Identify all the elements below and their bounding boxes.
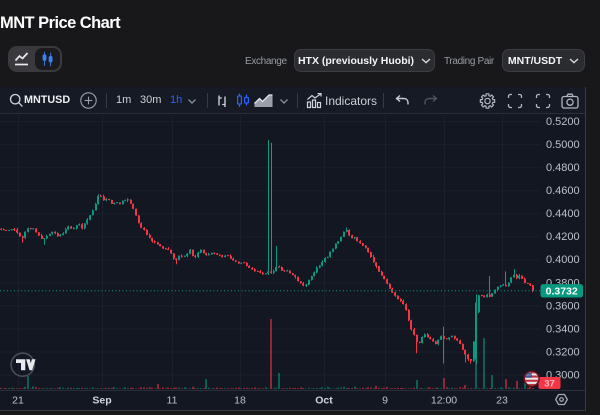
svg-text:0.4400: 0.4400 xyxy=(546,208,580,220)
svg-text:0.3732: 0.3732 xyxy=(546,285,578,297)
svg-text:0.4200: 0.4200 xyxy=(546,231,580,243)
svg-text:0.4800: 0.4800 xyxy=(546,162,580,174)
svg-text:0.5200: 0.5200 xyxy=(546,116,580,128)
svg-text:11: 11 xyxy=(167,395,178,407)
svg-text:0.5000: 0.5000 xyxy=(546,139,580,151)
svg-text:Sep: Sep xyxy=(92,395,111,407)
svg-text:0.3200: 0.3200 xyxy=(546,346,580,358)
svg-text:9: 9 xyxy=(382,395,388,407)
svg-text:0.3600: 0.3600 xyxy=(546,300,580,312)
svg-text:21: 21 xyxy=(12,395,24,407)
svg-text:0.4600: 0.4600 xyxy=(546,185,580,197)
svg-text:37: 37 xyxy=(544,379,555,390)
svg-text:18: 18 xyxy=(234,395,246,407)
svg-text:23: 23 xyxy=(496,395,508,407)
svg-text:0.3400: 0.3400 xyxy=(546,323,580,335)
svg-text:0.4000: 0.4000 xyxy=(546,254,580,266)
svg-text:Oct: Oct xyxy=(315,395,333,407)
svg-text:12:00: 12:00 xyxy=(431,395,457,407)
